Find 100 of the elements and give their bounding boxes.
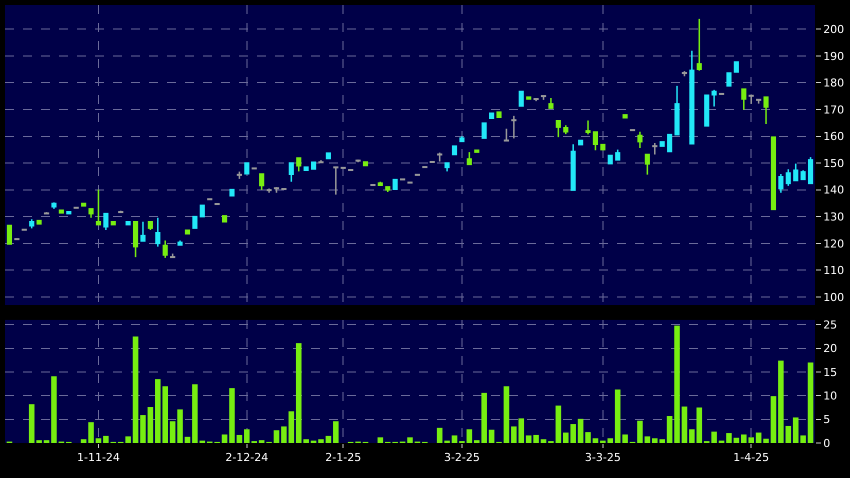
candlestick [748,94,755,105]
y-tick-label: 15 [823,366,838,379]
y-tick-label: 130 [823,210,844,224]
candlestick [459,136,464,142]
candlestick [162,240,168,259]
y-tick-label: 140 [823,184,844,197]
candlestick [304,166,309,172]
bar [296,343,302,443]
bar [481,392,487,443]
candlestick [712,89,717,108]
candlestick [726,72,732,87]
candlestick [236,170,243,180]
x-tick-label: 1-11-24 [76,451,120,464]
candlestick [763,96,769,125]
bar [80,439,86,443]
y-tick-label: 190 [823,50,844,63]
candlestick [778,173,784,194]
bar [622,434,628,443]
candlestick [644,154,650,176]
candlestick [585,120,591,136]
bar [756,432,762,443]
y-tick-label: 5 [823,413,830,426]
bar [711,432,717,443]
bar [792,417,798,443]
x-tick-label: 3-2-25 [444,451,480,464]
bar [466,429,472,443]
candlestick [392,178,398,190]
candlestick [288,162,294,183]
candlestick [110,220,116,226]
bar [778,360,784,443]
candlestick [474,149,480,153]
bar [614,390,620,443]
bar [333,421,339,443]
candlestick [592,131,598,151]
bar [378,437,384,443]
x-tick-label: 2-1-25 [325,451,362,464]
candlestick [510,115,518,140]
candlestick [615,148,620,161]
candlestick [332,166,340,196]
candlestick [696,18,702,72]
bar [748,437,754,443]
bar [474,440,480,443]
candlestick [362,161,368,166]
candlestick [169,252,176,258]
candlestick [786,168,791,187]
candlestick [482,122,487,139]
candlestick [436,152,444,162]
candlestick [793,162,798,182]
bar [652,438,658,443]
bar [244,429,250,443]
candlestick [311,162,316,170]
candlestick [570,144,576,191]
candlestick [526,96,532,100]
bar [808,362,814,443]
y-tick-label: 20 [823,342,838,356]
candlestick [6,224,12,245]
bar [556,406,562,443]
candlestick [66,211,72,214]
candlestick [452,145,458,156]
bar [511,426,517,443]
candlestick [444,162,450,172]
candlestick [296,157,302,172]
candlestick [556,120,561,138]
candlestick [704,94,710,127]
candlestick [259,173,264,191]
bar [526,435,532,443]
candlestick [58,209,64,214]
bar [103,436,109,443]
candlestick [378,181,383,186]
candlestick [548,97,554,109]
candlestick [103,212,108,231]
candlestick [578,140,584,146]
y-tick-label: 10 [823,390,838,403]
candlestick [667,134,672,152]
candlestick [518,90,524,107]
bar [28,404,34,443]
candlestick [600,144,606,150]
y-tick-label: 150 [823,156,844,170]
candlestick [689,50,694,145]
candlestick [222,215,228,222]
candlestick [608,154,613,164]
bar [562,432,569,443]
candlestick [532,98,540,102]
candlestick [770,136,776,210]
candlestick [244,162,250,175]
bar [518,418,524,443]
x-tick-label: 3-3-25 [584,451,621,464]
candlestick [88,208,94,218]
candlestick [622,114,628,119]
bar [170,421,176,443]
candlestick [808,156,814,184]
candlestick [36,220,42,225]
candlestick [326,152,331,160]
candlestick [489,112,494,120]
candlestick [734,61,739,73]
candlestick [117,210,124,214]
bar [162,386,168,443]
x-tick-label: 1-4-25 [733,451,770,464]
candlestick [651,142,658,156]
bar [644,436,650,443]
